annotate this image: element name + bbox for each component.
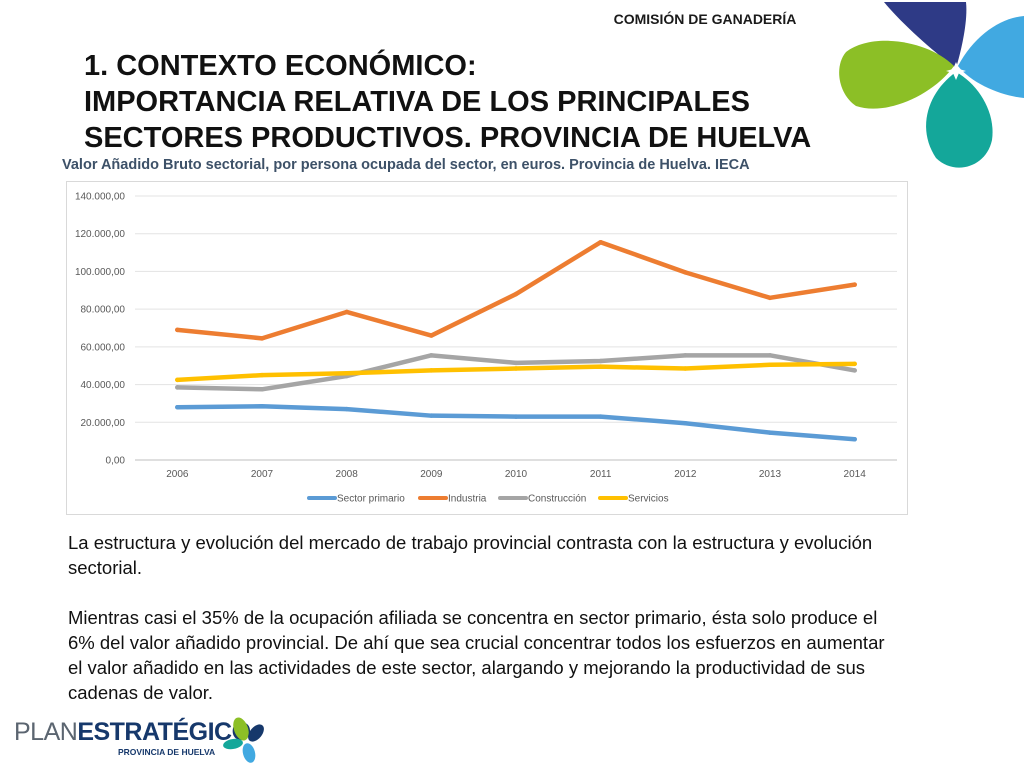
gridlines [135,195,897,461]
data-point-industria [429,333,434,338]
estrategico-word: ESTRATÉGICO [77,718,251,746]
data-point-servicios [513,366,519,371]
data-point-servicios [429,368,434,373]
data-point-servicios [598,364,603,369]
x-tick-label: 2012 [674,469,697,480]
data-point-sector-primario [175,404,180,410]
data-point-servicios [344,371,349,376]
y-tick-label: 40.000,00 [81,380,126,391]
data-point-sector-primario [852,437,857,442]
body-paragraph: Mientras casi el 35% de la ocupación afi… [68,607,885,703]
data-point-construccion [767,353,773,358]
data-point-sector-primario [259,404,265,409]
x-tick-label: 2014 [844,469,867,480]
plan-flower-icon [223,717,264,763]
brand-flower-logo [839,2,1024,168]
data-point-industria [598,239,603,245]
x-tick-label: 2009 [420,469,443,480]
chart-caption: Valor Añadido Bruto sectorial, por perso… [62,157,750,173]
legend-label: Construcción [528,494,586,505]
y-tick-label: 100.000,00 [75,267,125,278]
data-point-sector-primario [429,413,434,418]
y-tick-label: 140.000,00 [75,192,125,203]
logo-petal-sky [958,16,1024,98]
y-tick-label: 0,00 [106,456,126,467]
data-point-industria [767,295,773,301]
x-tick-label: 2010 [505,469,528,480]
data-point-construccion [852,368,857,373]
x-tick-label: 2007 [251,469,274,480]
data-point-industria [175,327,180,333]
data-point-construccion [175,385,180,390]
y-axis-tick-labels: 0,00 20.000,00 40.000,00 60.000,00 80.000,00… [75,192,125,467]
x-tick-label: 2008 [336,469,359,480]
x-tick-label: 2006 [166,469,189,480]
page-title: 1. CONTEXTO ECONÓMICO: IMPORTANCIA RELAT… [84,48,884,156]
data-point-construccion [259,387,265,392]
x-axis-tick-labels: 2006 2007 2008 2009 2010 2011 2012 2013 2014 [166,469,866,480]
data-point-construccion [683,353,688,358]
data-point-industria [852,282,857,287]
plan-wordmark: PLANESTRATÉGICO [14,718,251,747]
y-tick-label: 80.000,00 [81,305,126,316]
legend-label: Industria [448,494,487,505]
series-line-industria [175,239,857,341]
title-line: 1. CONTEXTO ECONÓMICO: [84,50,477,82]
plan-estrategico-logo: PLANESTRATÉGICO PROVINCIA DE HUELVA [14,714,274,766]
data-point-servicios [175,377,180,383]
y-tick-label: 20.000,00 [81,418,126,429]
chart-frame: 0,00 20.000,00 40.000,00 60.000,00 80.000,00… [66,181,908,515]
data-point-servicios [683,366,688,371]
chart-legend: Sector primario Industria Construcción Serv… [307,494,669,505]
title-line: IMPORTANCIA RELATIVA DE LOS PRINCIPALES [84,86,750,118]
y-tick-label: 120.000,00 [75,229,125,240]
data-point-industria [683,270,688,275]
data-point-sector-primario [344,406,349,412]
logo-petal-green [839,40,954,109]
data-point-industria [513,291,519,297]
commission-label: COMISIÓN DE GANADERÍA [613,11,797,27]
data-point-construccion [513,360,519,366]
data-point-servicios [767,362,773,368]
logo-sparkle [946,62,966,80]
data-point-sector-primario [683,420,688,426]
body-paragraph: La estructura y evolución del mercado de… [68,532,873,578]
series-lines [175,239,857,442]
plan-word: PLAN [14,718,78,746]
data-point-industria [259,336,265,341]
series-line-servicios [175,361,857,383]
logo-petal-teal [926,72,993,168]
data-point-sector-primario [767,430,773,435]
title-line: SECTORES PRODUCTIVOS. PROVINCIA DE HUELV… [84,122,812,154]
data-point-sector-primario [513,414,519,419]
plan-subtitle: PROVINCIA DE HUELVA [118,747,216,757]
x-tick-label: 2011 [590,469,612,480]
x-tick-label: 2013 [759,469,782,480]
data-point-industria [344,309,349,315]
y-tick-label: 60.000,00 [81,342,126,353]
logo-petal-navy [884,2,967,68]
data-point-servicios [852,361,857,367]
legend-label: Servicios [628,494,669,505]
data-point-construccion [429,353,434,358]
legend-label: Sector primario [337,494,405,505]
data-point-sector-primario [598,414,603,419]
body-text: La estructura y evolución del mercado de… [68,530,888,730]
data-point-servicios [259,372,265,378]
data-point-construccion [598,358,603,364]
line-chart: 0,00 20.000,00 40.000,00 60.000,00 80.000,00… [75,192,897,505]
